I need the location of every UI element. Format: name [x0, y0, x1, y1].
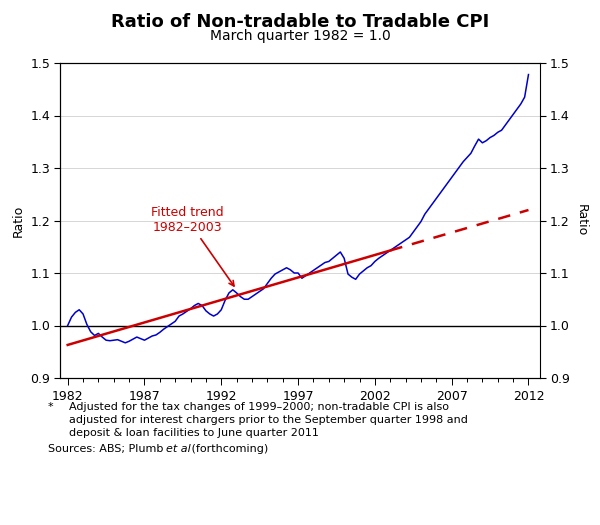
Text: deposit & loan facilities to June quarter 2011: deposit & loan facilities to June quarte… — [69, 428, 319, 438]
Text: Adjusted for the tax changes of 1999–2000; non-tradable CPI is also: Adjusted for the tax changes of 1999–200… — [69, 402, 449, 412]
Text: Fitted trend
1982–2003: Fitted trend 1982–2003 — [151, 206, 234, 286]
Text: et al: et al — [166, 444, 190, 454]
Text: Ratio of Non-tradable to Tradable CPI: Ratio of Non-tradable to Tradable CPI — [111, 13, 489, 31]
Text: adjusted for interest chargers prior to the September quarter 1998 and: adjusted for interest chargers prior to … — [69, 415, 468, 425]
Text: March quarter 1982 = 1.0: March quarter 1982 = 1.0 — [209, 29, 391, 43]
Text: *: * — [48, 402, 53, 412]
Y-axis label: Ratio: Ratio — [575, 204, 588, 237]
Text: Sources: ABS; Plumb: Sources: ABS; Plumb — [48, 444, 167, 454]
Text: (forthcoming): (forthcoming) — [188, 444, 269, 454]
Y-axis label: Ratio: Ratio — [12, 204, 25, 237]
